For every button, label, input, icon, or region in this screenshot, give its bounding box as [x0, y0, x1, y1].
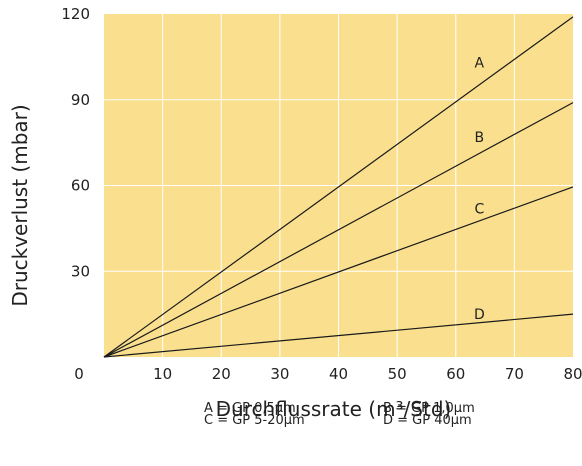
y-tick-label-90: 90 — [71, 91, 90, 109]
legend-entry-a: A = GP 0,5µm — [204, 401, 296, 416]
x-axis-title: Durchflussrate (m³/Std) — [216, 397, 452, 421]
legend-entry-b: B = GP 1,0µm — [383, 401, 475, 416]
x-tick-label-50: 50 — [388, 365, 407, 383]
y-tick-label-30: 30 — [71, 262, 90, 280]
series-line-d — [103, 313, 574, 358]
series-line-b — [103, 102, 574, 358]
series-label-c: C — [474, 201, 484, 217]
series-lines — [103, 16, 574, 358]
x-tick-label-20: 20 — [212, 365, 231, 383]
legend-entry-d: D = GP 40µm — [383, 413, 472, 428]
y-tick-label-60: 60 — [71, 177, 90, 195]
series-label-b: B — [475, 130, 485, 146]
x-tick-label-60: 60 — [446, 365, 465, 383]
legend-entry-c: C = GP 5-20µm — [204, 413, 305, 428]
series-label-d: D — [474, 307, 485, 323]
series-labels: A B C D — [474, 56, 485, 324]
series-line-c — [103, 186, 574, 358]
x-tick-label-40: 40 — [329, 365, 348, 383]
x-tick-label-10: 10 — [153, 365, 172, 383]
origin-tick-label: 0 — [74, 365, 84, 383]
legend-column-right: B = GP 1,0µm D = GP 40µm — [383, 401, 475, 428]
y-tick-label-120: 120 — [61, 5, 90, 23]
x-axis-ticks: 10 20 30 40 50 60 70 80 — [153, 365, 582, 383]
series-line-a — [103, 16, 574, 358]
series-label-a: A — [475, 56, 485, 72]
grid — [104, 14, 573, 357]
y-axis-title: Druckverlust (mbar) — [8, 104, 32, 306]
y-axis-ticks: 30 60 90 120 — [61, 5, 90, 280]
x-tick-label-80: 80 — [563, 365, 582, 383]
x-tick-label-70: 70 — [505, 365, 524, 383]
x-tick-label-30: 30 — [270, 365, 289, 383]
legend-column-left: A = GP 0,5µm C = GP 5-20µm — [204, 401, 305, 428]
